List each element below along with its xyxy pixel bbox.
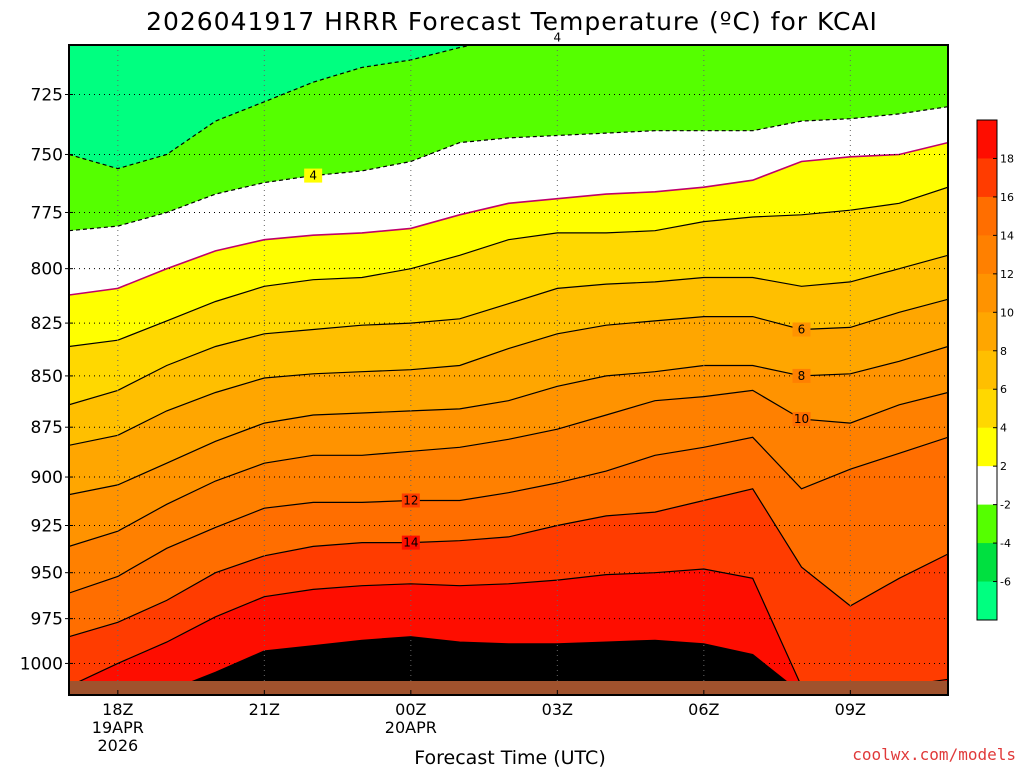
x-tick-label: 09Z (835, 700, 866, 719)
isotherm-label-8: 8 (798, 369, 806, 383)
y-tick-label: 800 (31, 260, 63, 280)
y-tick-label: 775 (31, 203, 63, 223)
x-tick-label: 03Z (542, 700, 573, 719)
y-tick-label: 950 (31, 564, 63, 584)
ground-strip (69, 681, 948, 695)
x-tick-label: 06Z (688, 700, 719, 719)
isotherm-12 (69, 436, 948, 594)
colorbar-swatch (977, 312, 997, 352)
colorbar-swatch (977, 235, 997, 275)
plot-area: 4 4 6 8 10 12 14 (68, 30, 949, 696)
colorbar-swatch (977, 504, 997, 544)
y-tick-label: 825 (31, 314, 63, 334)
colorbar-swatch (977, 543, 997, 583)
colorbar-swatch (977, 120, 997, 159)
isotherm-2 (69, 186, 948, 348)
isotherm-label-14: 14 (403, 536, 418, 550)
isotherm-label-10: 10 (794, 412, 809, 426)
colorbar-label: -2 (1000, 499, 1011, 512)
y-axis: 725 750 775 800 825 850 875 900 925 950 975 1000 (20, 85, 73, 674)
colorbar-label: 4 (1000, 422, 1007, 435)
y-tick-label: 975 (31, 610, 63, 630)
y-tick-label: 850 (31, 367, 63, 387)
colorbar-swatch (977, 196, 997, 236)
y-tick-label: 725 (31, 85, 63, 105)
isotherm-label-12: 12 (403, 493, 418, 507)
colorbar-swatch (977, 389, 997, 429)
isotherm-label-bg (792, 412, 811, 427)
x-tick-label: 2026 (97, 736, 138, 755)
colorbar-label: 10 (1000, 306, 1014, 319)
x-tick-label: 20APR (385, 718, 437, 737)
colorbar-label: 16 (1000, 191, 1014, 204)
colorbar-label: 18 (1000, 152, 1014, 165)
isotherm-14 (69, 488, 948, 638)
colorbar-swatch (977, 350, 997, 390)
plot-frame (68, 44, 949, 696)
colorbar-swatch (977, 427, 997, 467)
colorbar-label: 2 (1000, 460, 1007, 473)
x-tick-label: 18Z (102, 700, 133, 719)
band-above-18 (69, 636, 948, 695)
credit-text: coolwx.com/models (852, 745, 1016, 764)
y-tick-label: 925 (31, 517, 63, 537)
x-axis-title: Forecast Time (UTC) (414, 747, 605, 768)
colorbar-label: 6 (1000, 383, 1007, 396)
colorbar-swatch (977, 466, 997, 506)
y-tick-label: 1000 (20, 654, 63, 674)
y-tick-label: 900 (31, 468, 63, 488)
colorbar-label: 8 (1000, 345, 1007, 358)
isotherm-label-4: 4 (309, 169, 317, 183)
colorbar-label: -6 (1000, 576, 1011, 589)
isotherm-label-bg (792, 368, 811, 383)
isotherm-label-6: 6 (798, 323, 806, 337)
x-tick-label: 00Z (395, 700, 426, 719)
isotherm-4 (69, 254, 948, 406)
colorbar-swatch (977, 581, 997, 621)
x-tick-label: 19APR (92, 718, 144, 737)
isotherm-label-bg (792, 322, 811, 337)
isotherm-label-bg (548, 30, 567, 45)
y-tick-label: 750 (31, 145, 63, 165)
colorbar-label: 12 (1000, 268, 1014, 281)
isotherm-labels: 4 4 6 8 10 12 14 (304, 30, 811, 550)
isotherm--2 (69, 106, 948, 232)
isotherm-0 (69, 141, 948, 296)
colorbar-frame (976, 119, 998, 621)
isotherm-label-4: 4 (554, 30, 562, 44)
x-tick-label: 21Z (249, 700, 280, 719)
isotherm-label-bg (401, 535, 420, 550)
colorbar-label: -4 (1000, 537, 1011, 550)
colorbar: 18 16 14 12 10 8 6 4 2 -2 -4 -6 (976, 119, 1014, 621)
grid-lines (69, 45, 948, 695)
y-tick-label: 875 (31, 418, 63, 438)
temperature-fills (69, 45, 948, 695)
colorbar-swatch (977, 273, 997, 313)
colorbar-label: 14 (1000, 229, 1014, 242)
isotherm-label-bg (401, 493, 420, 508)
isotherm-label-bg (304, 168, 323, 183)
chart-title: 2026041917 HRRR Forecast Temperature (ºC… (146, 7, 878, 36)
colorbar-swatch (977, 158, 997, 198)
